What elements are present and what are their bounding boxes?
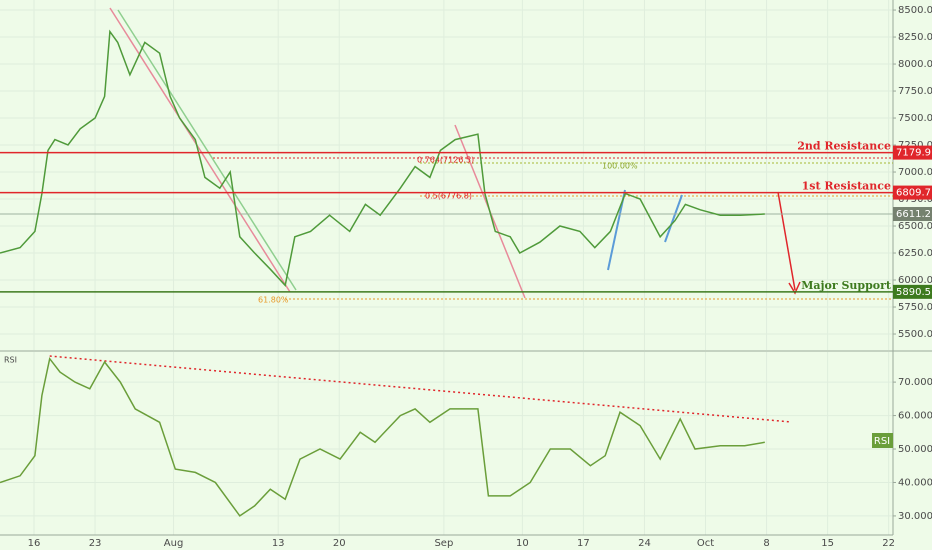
rsi-badge-label: RSI [874,436,890,447]
arrow [777,191,796,291]
price-badge [893,207,932,222]
y-tick-label: 6500.0 [898,221,932,232]
x-tick-label: 23 [89,538,102,549]
x-tick-label: 10 [516,538,529,549]
y-tick-label: 7000.0 [898,167,932,178]
x-tick-label: 8 [763,538,769,549]
y-tick-label: 6000.0 [898,275,932,286]
x-tick-label: Aug [164,538,184,549]
y-tick-label: 70.0000 [898,377,932,388]
y-tick-label: 8000.0 [898,59,932,70]
y-tick-label: 8250.0 [898,32,932,43]
arrow [664,194,683,243]
y-tick-label: 7750.0 [898,86,932,97]
x-tick-label: 22 [882,538,895,549]
arrow [117,9,297,291]
x-tick-label: 16 [28,538,41,549]
level-badge [893,284,932,299]
y-tick-label: 60.0000 [898,411,932,422]
arrow [109,7,291,293]
y-tick-label: 5500.0 [898,329,932,340]
y-tick-label: 5750.0 [898,302,932,313]
y-tick-label: 6250.0 [898,248,932,259]
level-badge-label: 6809.7 [896,188,931,199]
x-tick-label: Oct [697,538,714,549]
fib-label: 100.00% [602,162,638,171]
rsi-badge [872,433,893,448]
level-name: 1st Resistance [802,180,891,193]
price-badge-label: 6611.2 [896,209,931,220]
level-name: 2nd Resistance [797,140,891,153]
y-tick-label: 40.0000 [898,477,932,488]
level-name: Major Support [801,279,892,292]
fib-label: 61.80% [258,296,289,305]
fib-label: 0.764(7126.5) [417,156,474,165]
level-badge [893,145,932,160]
trend-line [49,355,791,423]
y-tick-label: 30.0000 [898,511,932,522]
y-tick-label: 8500.0 [898,5,932,16]
arrow-head [788,281,801,295]
level-badge-label: 5890.5 [896,287,931,298]
x-tick-label: 20 [333,538,346,549]
x-tick-label: 13 [272,538,285,549]
x-tick-label: Sep [434,538,453,549]
x-tick-label: 17 [577,538,590,549]
y-tick-label: 7500.0 [898,113,932,124]
x-tick-label: 15 [821,538,834,549]
price-line [0,356,765,517]
pane-title: RSI [4,356,17,365]
level-badge-label: 7179.9 [896,148,931,159]
y-tick-label: 7250.0 [898,140,932,151]
x-tick-label: 24 [638,538,651,549]
price-line [0,29,765,287]
y-tick-label: 50.0000 [898,444,932,455]
fib-label: 0.5(6776.8) [425,192,472,201]
level-badge [893,185,932,200]
